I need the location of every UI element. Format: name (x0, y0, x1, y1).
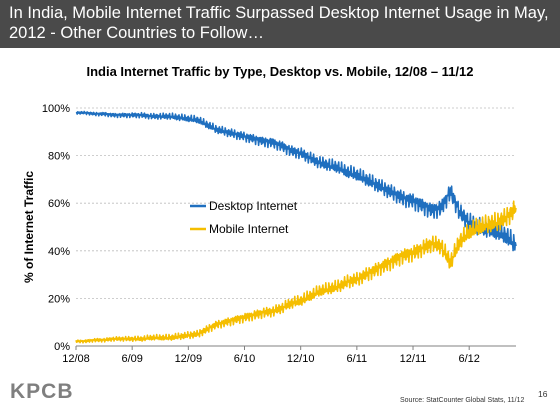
x-tick-label: 12/10 (287, 353, 315, 365)
y-axis-label: % of Internet Traffic (22, 171, 36, 283)
y-tick-label: 40% (48, 246, 70, 258)
y-tick-label: 20% (48, 293, 70, 305)
chart-title: India Internet Traffic by Type, Desktop … (86, 64, 474, 79)
legend-label-mobile: Mobile Internet (209, 222, 289, 236)
slide-title: In India, Mobile Internet Traffic Surpas… (9, 4, 549, 42)
slide-header: In India, Mobile Internet Traffic Surpas… (0, 0, 560, 48)
y-tick-label: 80% (48, 151, 70, 163)
series-line-mobile (75, 200, 517, 344)
x-tick-label: 12/11 (400, 353, 427, 365)
y-tick-label: 100% (42, 103, 70, 115)
x-tick-label: 6/09 (121, 353, 142, 365)
series-line-desktop (75, 110, 517, 252)
legend-label-desktop: Desktop Internet (209, 199, 298, 213)
x-tick-label: 6/10 (234, 353, 255, 365)
x-tick-label: 6/11 (347, 353, 368, 365)
y-tick-label: 0% (54, 341, 70, 353)
x-tick-label: 12/08 (62, 353, 90, 365)
page-number: 16 (538, 389, 548, 399)
y-tick-label: 60% (48, 198, 70, 210)
kpcb-logo: KPCB (10, 380, 74, 403)
source-note: Source: StatCounter Global Stats, 11/12 (400, 397, 525, 404)
x-tick-label: 12/09 (175, 353, 203, 365)
x-tick-label: 6/12 (458, 353, 479, 365)
